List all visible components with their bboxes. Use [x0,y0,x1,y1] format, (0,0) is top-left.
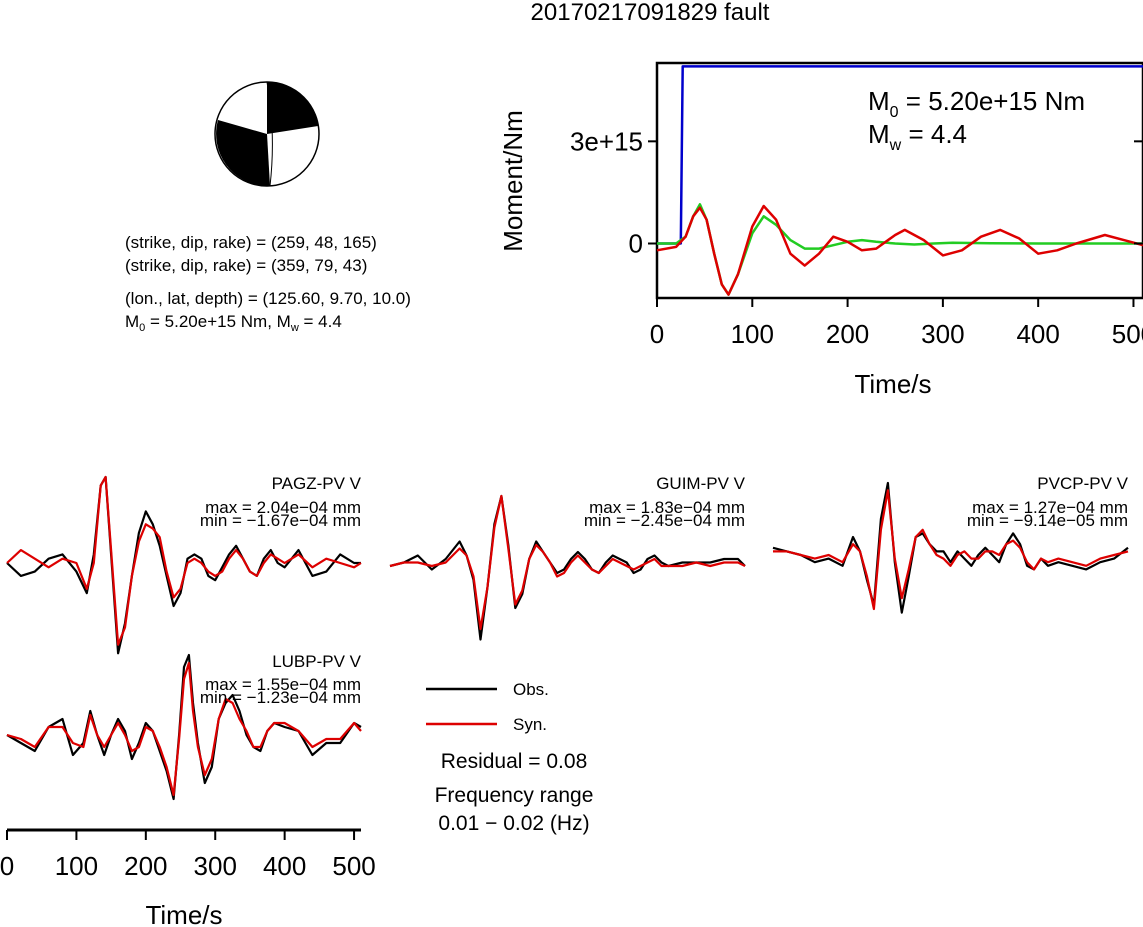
syn-trace-pagz [6,475,362,646]
station-name-lubp: LUBP-PV V [272,652,361,671]
beachball-compressional-2 [216,120,270,186]
info-line3: (lon., lat, depth) = (125.60, 9.70, 10.0… [125,289,411,308]
syn-trace-pvcp [773,489,1129,611]
legend-syn-label: Syn. [513,715,547,734]
waveform-xtick-label: 200 [124,851,167,881]
moment-panel: 0 3e+15 0 100 200 300 400 500 Moment/Nm Time/s… [498,61,1143,399]
station-name-pvcp: PVCP-PV V [1037,474,1128,493]
moment-ytick-label: 3e+15 [570,126,643,156]
moment-rate-red-line [656,204,1143,296]
waveform-xlabel: Time/s [145,900,222,927]
station-min-pagz: min = −1.67e−04 mm [200,511,361,530]
moment-ylabel: Moment/Nm [498,110,528,252]
waveform-xtick-label: 300 [194,851,237,881]
moment-xticks: 0 100 200 300 400 500 [650,298,1143,349]
moment-series-group [656,65,1143,296]
beachball [214,81,320,187]
waveform-xtick-label: 0 [0,851,14,881]
frequency-value: 0.01 − 0.02 (Hz) [438,812,589,835]
station-name-guim: GUIM-PV V [656,474,745,493]
moment-ytick-label: 0 [629,229,643,259]
legend-obs-label: Obs. [513,680,549,699]
moment-xtick-label: 500 [1112,319,1143,349]
residual-text: Residual = 0.08 [441,750,588,773]
moment-xtick-label: 200 [826,319,869,349]
station-max-pagz: max = 2.04e−04 mm [205,498,361,517]
figure-title: 20170217091829 fault [531,0,770,26]
waveform-xtick-label: 500 [332,851,375,881]
info-line1: (strike, dip, rake) = (259, 48, 165) [125,233,377,252]
moment-rate-green-line [657,203,1143,296]
moment-plot-frame [655,61,1143,300]
beachball-compressional-1 [267,82,318,134]
waveform-time-axis: 0 100 200 300 400 500 [0,828,376,881]
moment-xtick-label: 400 [1016,319,1059,349]
station-max-lubp: max = 1.55e−04 mm [205,675,361,694]
moment-mw-annotation: Mw = 4.4 [868,119,967,154]
waveform-xtick-label: 400 [263,851,306,881]
station-name-pagz: PAGZ-PV V [272,474,362,493]
syn-trace-guim [389,494,746,631]
info-line2: (strike, dip, rake) = (359, 79, 43) [125,256,367,275]
beachball-nodal [266,81,273,187]
moment-xtick-label: 100 [731,319,774,349]
frequency-label: Frequency range [435,784,594,807]
station-max-pvcp: max = 1.27e−04 mm [972,498,1128,517]
moment-yticks: 0 3e+15 [570,126,1143,259]
station-min-lubp: min = −1.23e−04 mm [200,688,361,707]
waveform-xtick-label: 100 [55,851,98,881]
legend: Obs. Syn. [426,680,549,734]
moment-m0-annotation: M0 = 5.20e+15 Nm [868,86,1085,121]
station-min-pvcp: min = −9.14e−05 mm [967,511,1128,530]
station-max-guim: max = 1.83e−04 mm [589,498,745,517]
station-min-guim: min = −2.45e−04 mm [584,511,745,530]
moment-xtick-label: 300 [921,319,964,349]
moment-xtick-label: 0 [650,319,664,349]
source-info: (strike, dip, rake) = (259, 48, 165) (st… [125,233,411,334]
info-line4: M0 = 5.20e+15 Nm, Mw = 4.4 [125,312,342,334]
moment-xlabel: Time/s [854,369,931,399]
syn-trace-lubp [6,661,362,797]
